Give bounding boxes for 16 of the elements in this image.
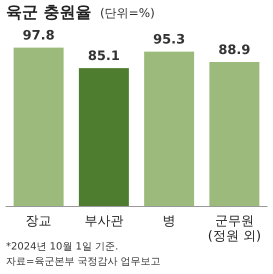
bar bbox=[78, 68, 129, 206]
x-tick-label: 군무원 (정원 외) bbox=[208, 214, 262, 244]
bar bbox=[144, 52, 194, 206]
data-label: 88.9 bbox=[218, 42, 250, 58]
text: *2024년 10월 1일 기준. bbox=[6, 242, 118, 252]
bar bbox=[14, 48, 64, 206]
chart-subtitle: (단위=%) bbox=[100, 6, 155, 20]
data-label: 95.3 bbox=[153, 32, 186, 48]
x-tick-label: 부사관 bbox=[84, 214, 124, 229]
chart-title: 육군 충원율 bbox=[6, 2, 92, 22]
data-label: 85.1 bbox=[88, 49, 120, 64]
bar bbox=[209, 62, 260, 206]
data-label: 97.8 bbox=[22, 28, 55, 44]
x-tick-label: 병 bbox=[162, 214, 176, 229]
text: 자료=육군본부 국정감사 업무보고 bbox=[6, 256, 161, 268]
x-tick-label: 장교 bbox=[26, 214, 52, 229]
